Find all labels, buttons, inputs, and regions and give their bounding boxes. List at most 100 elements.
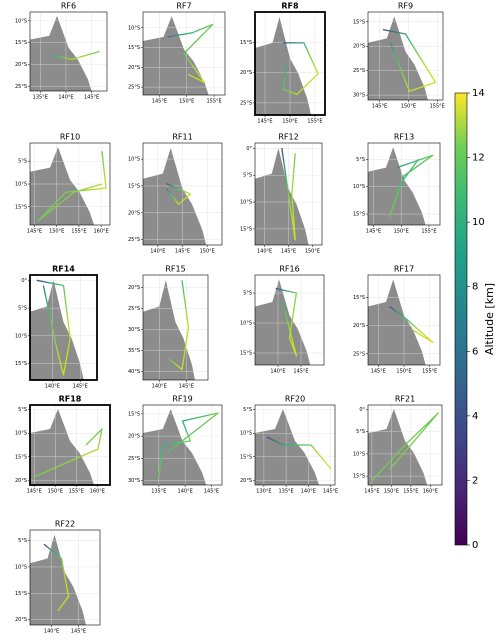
y-tick-label: 20°S: [128, 210, 140, 216]
y-tick-label: 25°S: [240, 100, 252, 106]
x-tick-label: 155°E: [403, 489, 418, 495]
map-panel: 145°E 150°E 155°E 160°E 5°S 10°S 15°S RF10: [15, 133, 111, 235]
y-tick-label: 20°S: [128, 65, 140, 71]
x-tick-label: 150°E: [384, 489, 399, 495]
flight-track: [382, 28, 437, 92]
x-tick-label: 145°E: [293, 369, 308, 375]
map-panel: 135°E 140°E 145°E 10°S 15°S 20°S 25°S RF6: [15, 2, 108, 101]
flight-track: [52, 50, 100, 61]
y-tick-label: 5°S: [243, 173, 252, 179]
land: [368, 147, 426, 225]
y-tick-label: 15°S: [353, 474, 365, 480]
x-tick-label: 145°E: [204, 489, 219, 495]
flight-track: [371, 412, 439, 482]
map-panel: 140°E 145°E 5°S 10°S 15°S RF16: [240, 265, 325, 375]
x-tick-label: 140°E: [45, 384, 60, 390]
map-panel: 130°E 135°E 140°E 145°E 5°S 10°S 15°S 20°S RF20: [240, 395, 338, 495]
x-tick-label: 145°E: [372, 104, 387, 110]
x-tick-label: 160°E: [423, 489, 438, 495]
y-tick-label: 15°S: [15, 40, 27, 46]
panel-title: RF20: [285, 395, 305, 404]
panel-title: RF15: [165, 265, 185, 274]
panel-title: RF6: [61, 2, 76, 11]
flight-track: [43, 543, 70, 612]
y-tick-label: 20°S: [128, 434, 140, 440]
y-tick-label: 20°S: [240, 478, 252, 484]
panel-frame: [142, 142, 223, 246]
y-tick-label: 5°S: [356, 157, 365, 163]
colorbar-tick-label: 8: [472, 282, 478, 293]
panel-frame: [29, 529, 101, 626]
y-tick-label: 10°S: [240, 431, 252, 437]
colorbar-tick-label: 4: [472, 411, 478, 422]
x-tick-label: 145°E: [371, 369, 386, 375]
land: [255, 148, 309, 245]
y-tick-label: 30°S: [128, 478, 140, 484]
panel-title: RF11: [172, 133, 192, 142]
panel-frame: [142, 274, 209, 381]
x-tick-label: 140°E: [150, 249, 165, 255]
panel-title: RF22: [55, 520, 75, 529]
y-tick-label: 15°S: [240, 454, 252, 460]
x-tick-label: 145°E: [364, 489, 379, 495]
panel-frame: [254, 11, 326, 116]
y-tick-label: 15°S: [353, 212, 365, 218]
x-tick-label: 145°E: [366, 229, 381, 235]
x-tick-label: 135°E: [279, 489, 294, 495]
x-tick-label: 145°E: [84, 95, 99, 101]
x-tick-label: 140°E: [152, 384, 167, 390]
map-panel: 145°E 150°E 155°E 10°S 15°S 20°S 25°S RF7: [128, 2, 226, 105]
colorbar-tick-label: 12: [472, 153, 485, 164]
y-tick-label: 10°S: [15, 564, 27, 570]
x-tick-label: 150°E: [282, 119, 297, 125]
colorbar-label: Altitude [km]: [483, 283, 496, 355]
y-tick-label: 25°S: [353, 68, 365, 74]
y-tick-label: 25°S: [353, 351, 365, 357]
land: [255, 17, 311, 116]
x-tick-label: 155°E: [422, 369, 437, 375]
map-panel: 145°E 150°E 155°E 160°E 0° 5°S 10°S 15°S RF21: [353, 395, 443, 495]
flight-track: [36, 279, 71, 376]
flight-track: [282, 42, 319, 96]
land: [143, 280, 195, 380]
land: [30, 534, 86, 625]
x-tick-label: 145°E: [179, 384, 194, 390]
panel-title: RF13: [394, 133, 414, 142]
map-panel: 135°E 140°E 145°E 15°S 20°S 25°S 30°S RF19: [128, 395, 223, 495]
y-tick-label: 0°: [21, 278, 27, 284]
y-tick-label: 25°S: [128, 306, 140, 312]
x-tick-label: 145°E: [281, 249, 296, 255]
y-tick-label: 25°S: [128, 85, 140, 91]
panel-title: RF18: [59, 395, 82, 404]
panel-frame: [142, 404, 223, 486]
y-tick-label: 10°S: [15, 182, 27, 188]
map-panel: 145°E 150°E 155°E 5°S 10°S 15°S RF13: [353, 133, 441, 235]
y-tick-label: 15°S: [353, 295, 365, 301]
y-tick-label: 15°S: [15, 591, 27, 597]
x-tick-label: 150°E: [305, 249, 320, 255]
y-tick-label: 15°S: [240, 40, 252, 46]
colorbar-tick-label: 0: [472, 540, 478, 551]
land: [30, 409, 94, 485]
flight-track: [37, 151, 107, 222]
y-tick-label: 5°S: [18, 159, 27, 165]
panel-title: RF10: [60, 133, 80, 142]
x-tick-label: 135°E: [151, 489, 166, 495]
land: [368, 409, 428, 485]
y-tick-label: 25°S: [128, 237, 140, 243]
y-tick-label: 20°S: [128, 285, 140, 291]
land: [368, 279, 426, 365]
panel-title: RF16: [279, 265, 299, 274]
x-tick-label: 145°E: [152, 99, 167, 105]
y-tick-label: 30°S: [353, 93, 365, 99]
x-tick-label: 155°E: [307, 119, 322, 125]
land: [30, 280, 84, 380]
map-panel: 145°E 150°E 155°E 15°S 20°S 25°S RF17: [353, 265, 441, 375]
x-tick-label: 140°E: [44, 629, 59, 635]
y-tick-label: 10°S: [240, 200, 252, 206]
y-tick-label: 10°S: [15, 333, 27, 339]
land: [30, 147, 94, 225]
flight-track: [166, 183, 192, 205]
flight-track: [33, 428, 103, 478]
panel-title: RF8: [281, 2, 299, 11]
